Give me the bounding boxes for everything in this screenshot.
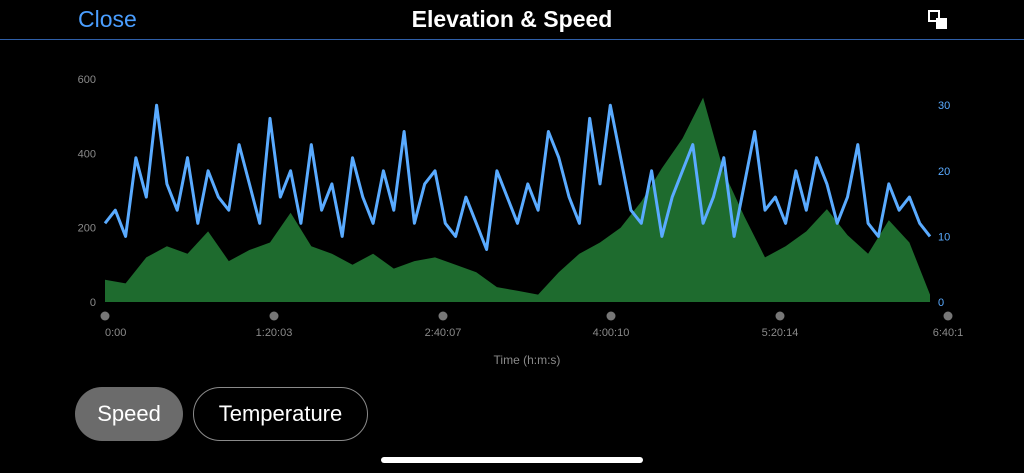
x-axis-tick-label: 4:00:10 [593, 327, 630, 339]
left-axis-tick-label: 200 [78, 223, 96, 235]
left-axis-tick-label: 0 [90, 297, 96, 309]
x-axis-dot [100, 311, 110, 321]
elevation-speed-chart: 0 200 400 600 0 10 20 30 0:00 1:20:03 2:40:07 4:00:… [78, 74, 964, 367]
home-indicator [381, 457, 643, 463]
expand-icon[interactable] [928, 10, 948, 30]
x-axis-tick-label: 5:20:14 [762, 327, 799, 339]
close-button[interactable]: Close [78, 6, 137, 32]
right-axis-tick-label: 30 [938, 100, 950, 112]
left-axis-tick-label: 600 [78, 74, 96, 86]
x-axis-tick-label: 2:40:07 [425, 327, 462, 339]
x-axis-dot [775, 311, 785, 321]
right-axis-tick-label: 20 [938, 166, 950, 178]
nav-bar: Close Elevation & Speed [0, 0, 1024, 40]
right-axis-tick-label: 0 [938, 297, 944, 309]
x-axis-dot [943, 311, 953, 321]
x-axis-tick-label: 0:00 [105, 327, 126, 339]
x-axis-dot [438, 311, 448, 321]
x-axis-dot [606, 311, 616, 321]
elevation-area [105, 97, 930, 302]
temperature-button[interactable]: Temperature [193, 387, 368, 441]
right-axis-tick-label: 10 [938, 231, 950, 243]
speed-button[interactable]: Speed [75, 387, 183, 441]
x-axis-label: Time (h:m:s) [494, 353, 561, 367]
x-axis-dot [269, 311, 279, 321]
x-axis-tick-label: 6:40:1 [933, 327, 964, 339]
speed-line [103, 103, 932, 251]
page-title: Elevation & Speed [411, 6, 613, 32]
x-axis-tick-label: 1:20:03 [256, 327, 293, 339]
left-axis-tick-label: 400 [78, 148, 96, 160]
